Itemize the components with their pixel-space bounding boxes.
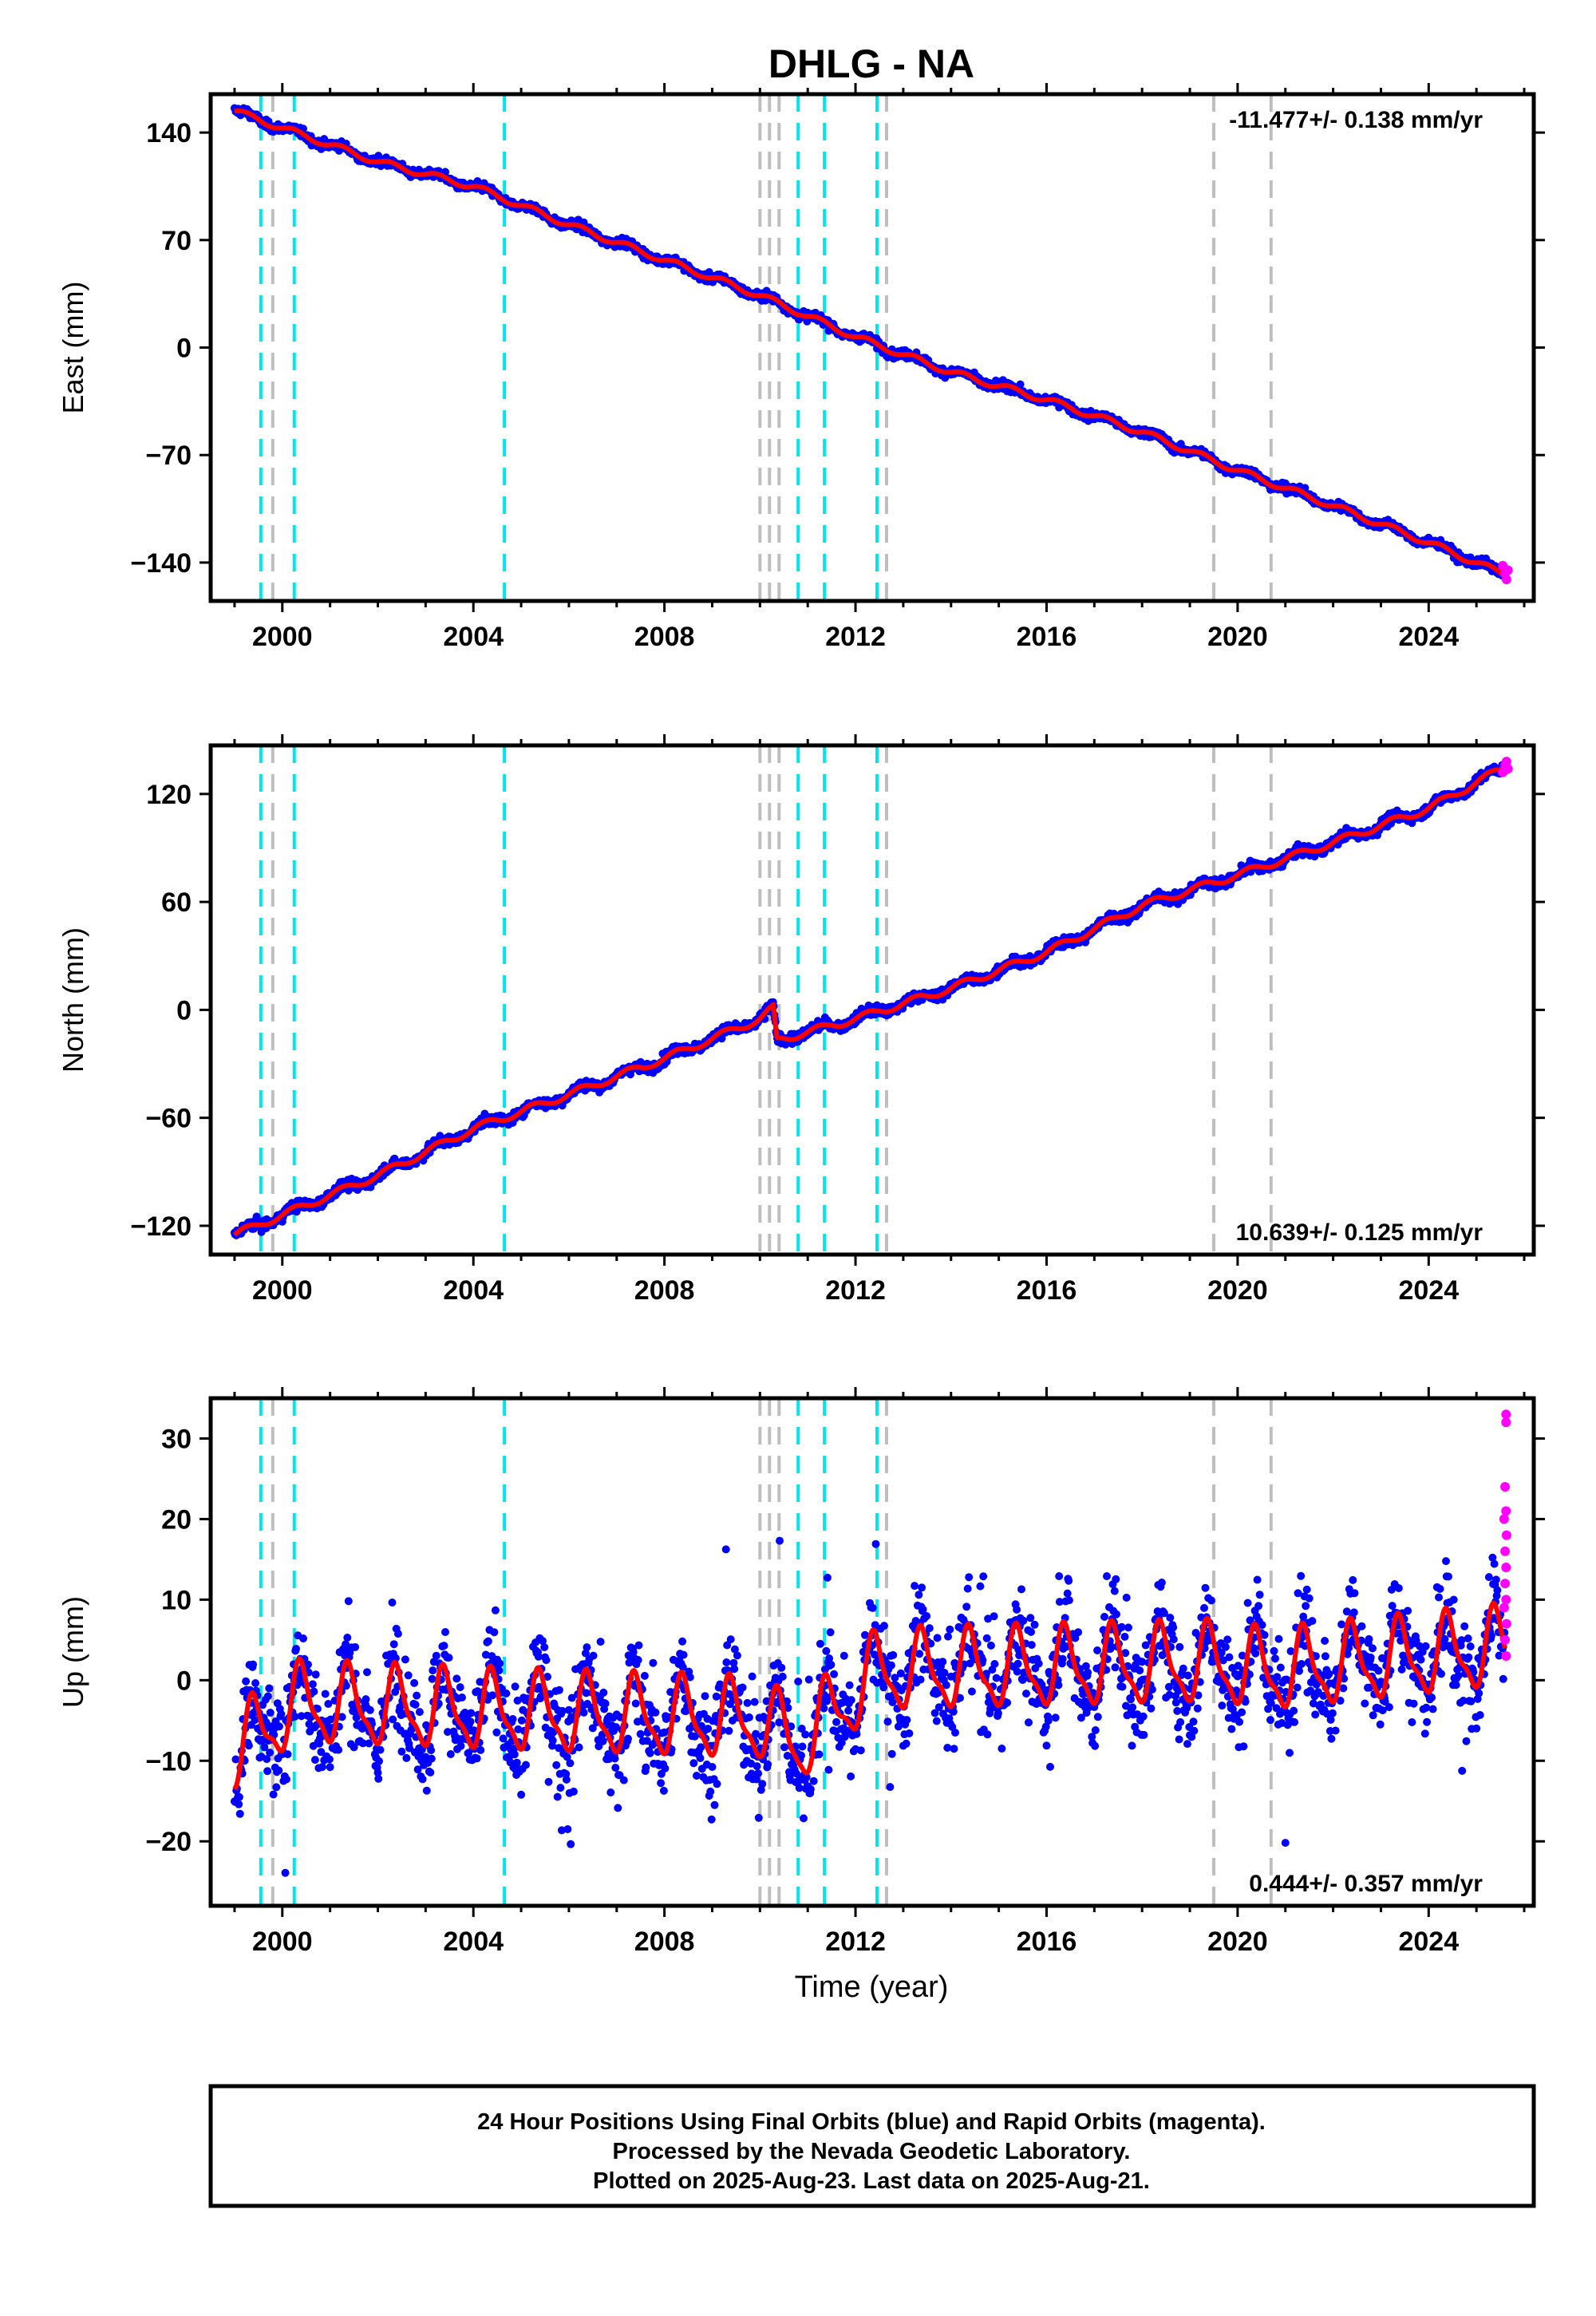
rapid-orbit-point	[1501, 1409, 1511, 1420]
x-tick-label: 2024	[1398, 622, 1459, 652]
y-tick-label: −10	[145, 1746, 192, 1777]
x-tick-label: 2000	[252, 1927, 313, 1957]
y-tick-label: −20	[145, 1827, 192, 1857]
footer-line-3: Plotted on 2025-Aug-23. Last data on 202…	[593, 2168, 1150, 2194]
rapid-orbit-point	[1500, 1634, 1511, 1645]
x-tick-label: 2020	[1207, 1927, 1268, 1957]
footer-box: 24 Hour Positions Using Final Orbits (bl…	[208, 2084, 1536, 2208]
rapid-orbit-point	[1499, 1514, 1509, 1524]
rapid-orbit-point	[1500, 1546, 1511, 1556]
x-tick-label: 2008	[634, 1275, 695, 1306]
x-tick-label: 2016	[1017, 622, 1077, 652]
x-tick-label: 2000	[252, 622, 313, 652]
x-tick-label: 2016	[1017, 1927, 1077, 1957]
rapid-orbit-point	[1501, 575, 1511, 585]
y-axis-label: North (mm)	[57, 927, 89, 1073]
rapid-orbit-point	[1499, 1603, 1509, 1613]
final-orbit-dots	[230, 1536, 1509, 1877]
x-tick-label: 2024	[1398, 1927, 1459, 1957]
x-tick-label: 2000	[252, 1275, 313, 1306]
rate-annotation: 10.639+/- 0.125 mm/yr	[1236, 1219, 1483, 1246]
rapid-orbit-point	[1503, 565, 1513, 575]
rapid-orbit-point	[1501, 1506, 1511, 1516]
footer-line-1: 24 Hour Positions Using Final Orbits (bl…	[477, 2109, 1266, 2135]
x-tick-label: 2020	[1207, 622, 1268, 652]
x-tick-label: 2012	[825, 622, 886, 652]
final-orbit-points	[230, 761, 1509, 1239]
y-tick-label: 20	[161, 1504, 192, 1535]
y-tick-label: 0	[176, 334, 192, 364]
y-tick-label: 60	[161, 887, 192, 918]
rapid-orbit-point	[1501, 757, 1511, 767]
x-tick-label: 2016	[1017, 1275, 1077, 1306]
final-orbit-points	[230, 104, 1509, 581]
y-tick-label: −70	[145, 441, 192, 471]
footer-line-2: Processed by the Nevada Geodetic Laborat…	[613, 2139, 1131, 2164]
panel-east: 140 70 0 −70 −140 2000 2004 2008 2012 2016 2020 202…	[57, 83, 1545, 652]
panel-up: 30 20 10 0 −10 −20 2000 2004 2008 2012 2016 2020 202…	[57, 1387, 1545, 1957]
y-tick-label: 140	[146, 118, 192, 148]
rapid-orbit-point	[1501, 1563, 1511, 1572]
plot-frame	[208, 743, 1536, 1257]
x-tick-label: 2004	[443, 1927, 504, 1957]
x-tick-label: 2012	[825, 1275, 886, 1306]
rapid-orbit-points	[1499, 1409, 1511, 1662]
rapid-orbit-point	[1501, 1417, 1511, 1428]
rapid-orbit-point	[1501, 1595, 1511, 1605]
y-tick-label: 10	[161, 1585, 192, 1615]
final-orbit-dots	[230, 104, 1509, 581]
y-tick-label: −120	[130, 1211, 192, 1242]
y-tick-label: 120	[146, 780, 192, 810]
x-tick-label: 2024	[1398, 1275, 1459, 1306]
y-axis-label: East (mm)	[57, 282, 89, 414]
x-tick-label: 2008	[634, 622, 695, 652]
event-lines	[259, 745, 1273, 1255]
rapid-orbit-point	[1501, 1530, 1511, 1540]
y-axis-label: Up (mm)	[57, 1596, 89, 1708]
y-tick-label: 0	[176, 1666, 192, 1696]
rate-annotation: -11.477+/- 0.138 mm/yr	[1229, 107, 1483, 133]
rapid-orbit-points	[1498, 757, 1513, 777]
rapid-orbit-point	[1501, 1651, 1511, 1662]
final-orbit-points	[230, 1536, 1509, 1877]
model-line	[232, 1600, 1507, 1791]
footer-border	[208, 2084, 1536, 2208]
rapid-orbit-point	[1503, 764, 1513, 774]
rapid-orbit-point	[1500, 1482, 1511, 1492]
y-tick-label: 70	[161, 226, 192, 256]
x-tick-label: 2004	[443, 1275, 504, 1306]
x-tick-label: 2020	[1207, 1275, 1268, 1306]
rapid-orbit-point	[1500, 1579, 1511, 1589]
final-orbit-dots	[230, 761, 1509, 1239]
plot-frame	[208, 1396, 1536, 1908]
model-line	[232, 766, 1507, 1237]
rapid-orbit-points	[1498, 560, 1513, 585]
x-tick-label: 2004	[443, 622, 504, 652]
rapid-orbit-point	[1501, 1618, 1511, 1629]
model-line	[233, 109, 1507, 579]
y-tick-label: −60	[145, 1104, 192, 1134]
rate-annotation: 0.444+/- 0.357 mm/yr	[1249, 1871, 1483, 1897]
x-tick-label: 2012	[825, 1927, 886, 1957]
x-tick-label: 2008	[634, 1927, 695, 1957]
y-tick-label: 30	[161, 1424, 192, 1454]
y-tick-label: 0	[176, 995, 192, 1026]
chart-title: DHLG - NA	[768, 41, 974, 86]
y-tick-label: −140	[130, 548, 192, 579]
x-axis-label: Time (year)	[795, 1970, 949, 2004]
panel-north: 120 60 0 −60 −120 2000 2004 2008 2012 2016 2020 202…	[57, 734, 1545, 1306]
